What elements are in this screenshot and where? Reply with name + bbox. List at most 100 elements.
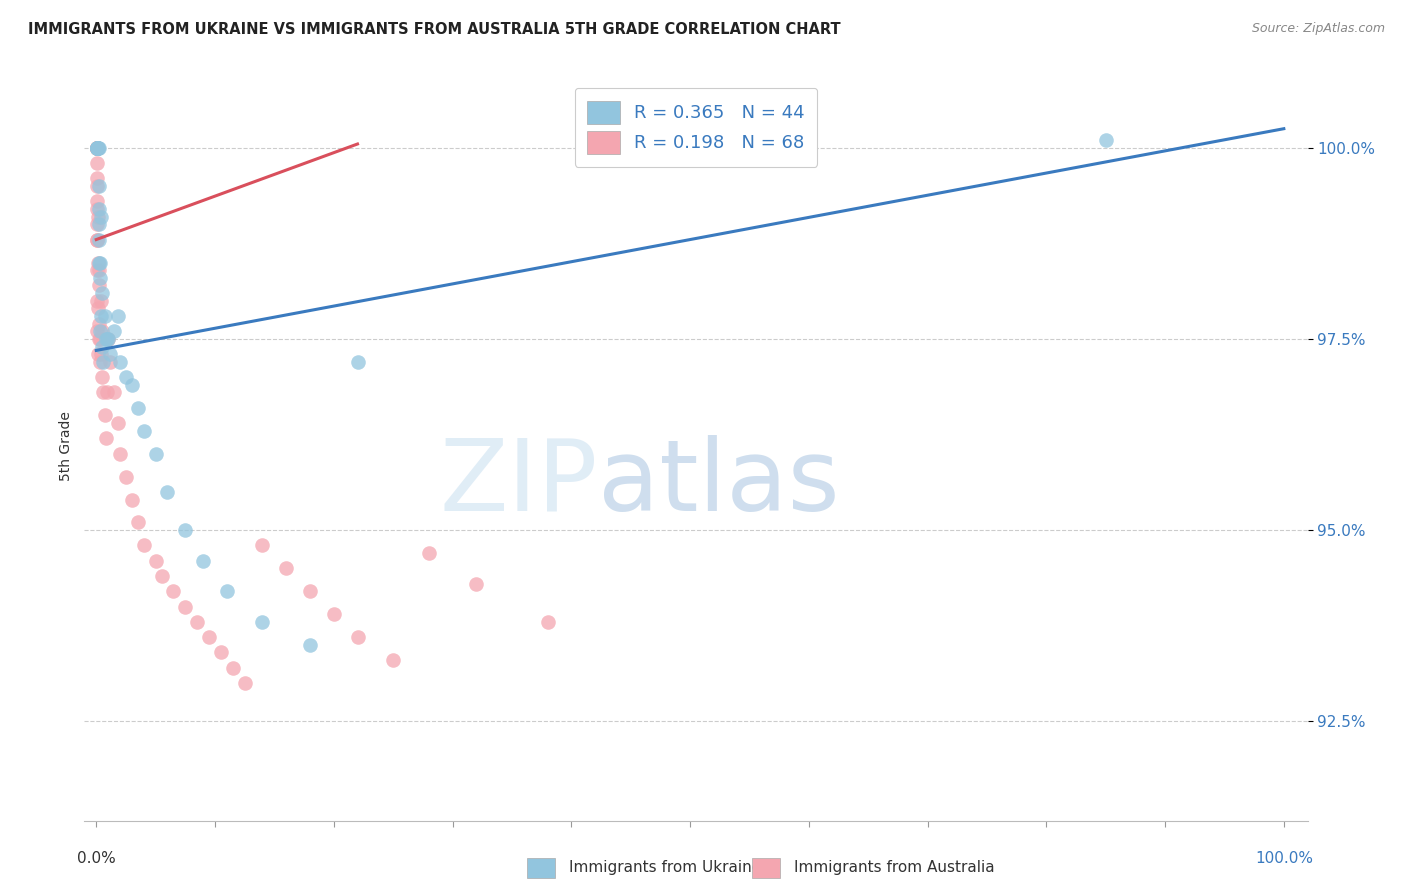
- Point: [121, 377, 143, 392]
- Point: [96, 332, 118, 346]
- Point: [132, 424, 155, 438]
- Point: [87, 347, 110, 361]
- Point: [108, 447, 131, 461]
- Point: [107, 416, 129, 430]
- Text: Immigrants from Ukraine: Immigrants from Ukraine: [569, 860, 762, 874]
- Point: [86, 141, 108, 155]
- Point: [198, 630, 221, 644]
- Legend: R = 0.365   N = 44, R = 0.198   N = 68: R = 0.365 N = 44, R = 0.198 N = 68: [575, 88, 817, 167]
- Point: [322, 607, 344, 622]
- Point: [87, 141, 110, 155]
- Point: [87, 301, 110, 316]
- Point: [94, 332, 117, 346]
- Point: [186, 615, 208, 629]
- Point: [115, 370, 138, 384]
- Point: [121, 492, 143, 507]
- Point: [89, 270, 111, 285]
- Text: 0.0%: 0.0%: [77, 851, 115, 866]
- Text: atlas: atlas: [598, 435, 839, 532]
- Point: [156, 484, 179, 499]
- Point: [127, 401, 149, 415]
- Point: [191, 554, 214, 568]
- Point: [91, 286, 114, 301]
- Text: ZIP: ZIP: [440, 435, 598, 532]
- Point: [1094, 133, 1116, 147]
- Point: [86, 141, 108, 155]
- Point: [87, 141, 110, 155]
- Point: [87, 210, 110, 224]
- Point: [252, 538, 274, 552]
- Point: [86, 141, 108, 155]
- Point: [93, 409, 115, 423]
- Point: [89, 263, 111, 277]
- Point: [222, 661, 245, 675]
- Point: [86, 324, 108, 338]
- Point: [87, 255, 110, 269]
- Point: [107, 309, 129, 323]
- Point: [103, 324, 125, 338]
- Point: [86, 141, 108, 155]
- Point: [86, 233, 108, 247]
- Point: [86, 233, 108, 247]
- Text: 100.0%: 100.0%: [1254, 851, 1313, 866]
- Point: [100, 355, 122, 369]
- Point: [174, 599, 197, 614]
- Point: [86, 141, 108, 155]
- Point: [89, 255, 111, 269]
- Point: [418, 546, 440, 560]
- Point: [346, 355, 368, 369]
- Point: [93, 355, 115, 369]
- Point: [86, 141, 108, 155]
- Point: [89, 332, 111, 346]
- Point: [90, 293, 112, 308]
- Point: [86, 263, 108, 277]
- Y-axis label: 5th Grade: 5th Grade: [59, 411, 73, 481]
- Point: [233, 676, 256, 690]
- Point: [115, 469, 138, 483]
- Point: [91, 340, 114, 354]
- Point: [87, 278, 110, 293]
- Point: [86, 141, 108, 155]
- Point: [86, 141, 108, 155]
- Text: IMMIGRANTS FROM UKRAINE VS IMMIGRANTS FROM AUSTRALIA 5TH GRADE CORRELATION CHART: IMMIGRANTS FROM UKRAINE VS IMMIGRANTS FR…: [28, 22, 841, 37]
- Point: [87, 141, 110, 155]
- Point: [90, 309, 112, 323]
- Point: [382, 653, 405, 667]
- Point: [86, 141, 108, 155]
- Point: [86, 141, 108, 155]
- Point: [87, 141, 110, 155]
- Point: [97, 332, 120, 346]
- Point: [93, 385, 115, 400]
- Point: [174, 523, 197, 537]
- Point: [87, 179, 110, 194]
- Point: [89, 317, 111, 331]
- Point: [103, 385, 125, 400]
- Point: [86, 141, 108, 155]
- Point: [86, 141, 108, 155]
- Point: [91, 370, 114, 384]
- Point: [96, 385, 118, 400]
- Point: [89, 324, 111, 338]
- Point: [127, 516, 149, 530]
- Point: [89, 355, 111, 369]
- Text: Source: ZipAtlas.com: Source: ZipAtlas.com: [1251, 22, 1385, 36]
- Point: [100, 347, 122, 361]
- Point: [298, 584, 321, 599]
- Point: [86, 202, 108, 216]
- Point: [209, 645, 232, 659]
- Point: [89, 202, 111, 216]
- Point: [346, 630, 368, 644]
- Point: [276, 561, 298, 575]
- Point: [86, 156, 108, 170]
- Point: [86, 141, 108, 155]
- Point: [162, 584, 184, 599]
- Point: [86, 293, 108, 308]
- Point: [91, 324, 114, 338]
- Point: [89, 233, 111, 247]
- Text: Immigrants from Australia: Immigrants from Australia: [794, 860, 995, 874]
- Point: [86, 217, 108, 231]
- Point: [86, 141, 108, 155]
- Point: [86, 171, 108, 186]
- Point: [86, 194, 108, 209]
- Point: [145, 447, 167, 461]
